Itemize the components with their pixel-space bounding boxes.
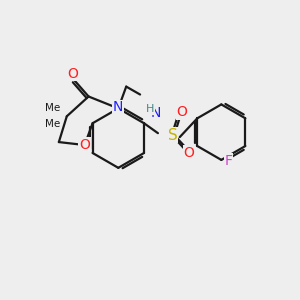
Text: Me: Me: [45, 103, 61, 113]
Text: F: F: [224, 154, 232, 168]
Text: O: O: [79, 138, 90, 152]
Text: N: N: [151, 106, 161, 120]
Text: O: O: [176, 105, 187, 119]
Text: O: O: [183, 146, 194, 160]
Text: Me: Me: [45, 119, 61, 129]
Text: N: N: [113, 100, 124, 114]
Text: S: S: [168, 128, 178, 142]
Text: H: H: [146, 104, 154, 114]
Text: O: O: [67, 67, 78, 81]
